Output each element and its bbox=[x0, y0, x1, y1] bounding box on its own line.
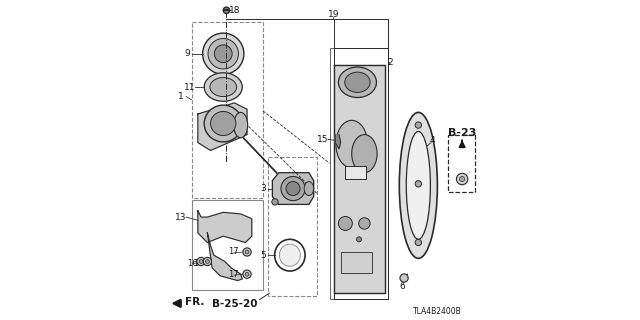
Text: 4: 4 bbox=[430, 136, 435, 145]
Polygon shape bbox=[334, 65, 385, 293]
Polygon shape bbox=[273, 173, 314, 204]
Polygon shape bbox=[335, 135, 340, 149]
Ellipse shape bbox=[211, 111, 236, 136]
Text: FR.: FR. bbox=[185, 297, 205, 307]
Ellipse shape bbox=[415, 122, 422, 128]
Text: 18: 18 bbox=[229, 6, 241, 15]
Text: 19: 19 bbox=[328, 10, 339, 19]
Text: 1: 1 bbox=[178, 92, 184, 101]
Bar bbox=[340, 252, 372, 273]
Ellipse shape bbox=[245, 250, 249, 254]
Text: 3: 3 bbox=[260, 184, 266, 193]
Ellipse shape bbox=[345, 72, 370, 92]
Ellipse shape bbox=[245, 272, 249, 276]
Ellipse shape bbox=[203, 33, 244, 74]
Text: B-25-20: B-25-20 bbox=[212, 299, 258, 309]
Ellipse shape bbox=[460, 177, 465, 181]
Ellipse shape bbox=[399, 112, 437, 258]
Text: 13: 13 bbox=[175, 212, 187, 221]
Ellipse shape bbox=[286, 181, 300, 196]
Ellipse shape bbox=[223, 7, 230, 13]
Ellipse shape bbox=[272, 199, 278, 205]
Text: 16: 16 bbox=[187, 259, 198, 268]
Ellipse shape bbox=[415, 180, 422, 187]
Ellipse shape bbox=[358, 218, 370, 229]
Ellipse shape bbox=[204, 73, 243, 101]
Ellipse shape bbox=[339, 216, 353, 230]
Polygon shape bbox=[198, 211, 252, 243]
Text: 17: 17 bbox=[228, 247, 239, 257]
Ellipse shape bbox=[281, 177, 305, 201]
Text: 11: 11 bbox=[184, 83, 196, 92]
Ellipse shape bbox=[352, 135, 377, 173]
Ellipse shape bbox=[204, 257, 211, 266]
Ellipse shape bbox=[304, 181, 314, 196]
Ellipse shape bbox=[199, 260, 203, 263]
Bar bbox=[346, 166, 366, 179]
Ellipse shape bbox=[356, 237, 362, 242]
Ellipse shape bbox=[290, 187, 298, 195]
Polygon shape bbox=[207, 233, 243, 281]
Text: 2: 2 bbox=[388, 58, 393, 67]
Text: 17: 17 bbox=[228, 270, 239, 279]
Text: 5: 5 bbox=[260, 251, 266, 260]
Ellipse shape bbox=[197, 257, 205, 266]
Text: 9: 9 bbox=[184, 49, 190, 58]
Ellipse shape bbox=[280, 244, 300, 266]
Ellipse shape bbox=[234, 112, 248, 138]
Text: 16: 16 bbox=[193, 259, 204, 268]
Text: B-23: B-23 bbox=[448, 128, 476, 138]
Text: 6: 6 bbox=[399, 282, 404, 292]
Text: TLA4B2400B: TLA4B2400B bbox=[413, 307, 461, 316]
Ellipse shape bbox=[243, 248, 251, 256]
Ellipse shape bbox=[400, 274, 408, 282]
Ellipse shape bbox=[243, 270, 251, 278]
Ellipse shape bbox=[214, 45, 232, 63]
Bar bbox=[449, 135, 476, 192]
Ellipse shape bbox=[204, 105, 243, 142]
Bar bbox=[330, 48, 388, 299]
Bar bbox=[268, 157, 317, 296]
Polygon shape bbox=[198, 103, 247, 150]
Bar bbox=[191, 22, 263, 198]
Ellipse shape bbox=[205, 260, 209, 263]
Bar bbox=[191, 200, 263, 290]
Ellipse shape bbox=[336, 120, 367, 168]
Ellipse shape bbox=[406, 132, 430, 239]
Text: 15: 15 bbox=[317, 135, 329, 144]
Ellipse shape bbox=[456, 173, 468, 185]
Ellipse shape bbox=[415, 239, 422, 246]
Ellipse shape bbox=[208, 38, 239, 69]
Ellipse shape bbox=[339, 67, 376, 98]
Ellipse shape bbox=[210, 77, 237, 97]
